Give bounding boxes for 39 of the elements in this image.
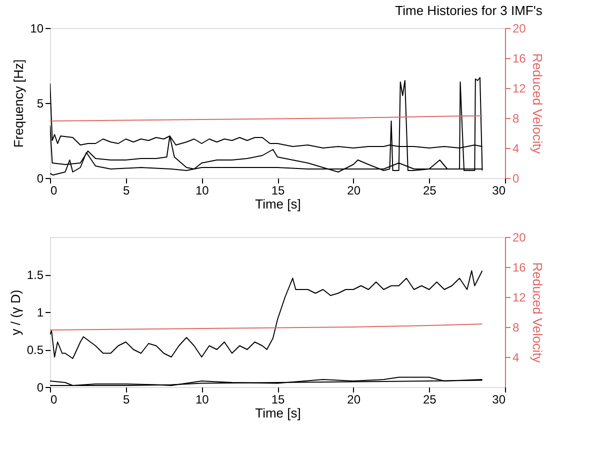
y2-axis-title: Reduced Velocity xyxy=(530,53,545,154)
x-tick-label: 5 xyxy=(122,184,130,198)
y2-tick-label: 16 xyxy=(512,52,526,66)
x-tick-label: 20 xyxy=(347,184,361,198)
y2-tick-label: 0 xyxy=(512,172,520,186)
x-tick-label: 30 xyxy=(492,392,506,406)
y2-axis-title: Reduced Velocity xyxy=(530,262,545,364)
x-tick-label: 30 xyxy=(492,184,506,198)
y2-tick-label: 16 xyxy=(512,260,526,274)
y2-tick-label: 20 xyxy=(512,230,526,244)
y2-tick-label: 12 xyxy=(512,290,526,304)
x-tick-label: 15 xyxy=(271,184,285,198)
y-tick-label: 10 xyxy=(30,22,44,36)
y2-tick-label: 4 xyxy=(512,142,520,156)
y-tick-label: 0 xyxy=(36,172,44,186)
x-tick-label: 20 xyxy=(347,392,361,406)
x-tick-label: 0 xyxy=(50,392,58,406)
y-axis-title: y / (γ D) xyxy=(8,290,23,336)
y2-tick-label: 8 xyxy=(512,112,520,126)
y2-tick-label: 12 xyxy=(512,82,526,96)
x-tick-label: 5 xyxy=(122,392,130,406)
x-tick-label: 25 xyxy=(422,392,437,406)
y2-tick-label: 4 xyxy=(512,350,520,364)
x-axis-title: Time [s] xyxy=(255,196,301,212)
y-tick-label: 0.5 xyxy=(26,343,44,357)
x-tick-label: 25 xyxy=(422,184,437,198)
x-tick-label: 10 xyxy=(195,392,210,406)
y-axis-title: Frequency [Hz] xyxy=(11,59,26,148)
y-tick-label: 1.5 xyxy=(26,268,44,282)
y2-tick-label: 20 xyxy=(512,22,526,36)
x-tick-label: 15 xyxy=(271,392,285,406)
y2-tick-label: 8 xyxy=(512,320,520,334)
x-tick-label: 0 xyxy=(50,184,58,198)
x-axis-title: Time [s] xyxy=(255,406,301,420)
chart-title: Time Histories for 3 IMF's xyxy=(395,3,543,18)
y-tick-label: 0 xyxy=(36,380,44,394)
y-tick-label: 5 xyxy=(36,96,44,110)
x-tick-label: 10 xyxy=(195,184,210,198)
y-tick-label: 1 xyxy=(36,306,44,320)
